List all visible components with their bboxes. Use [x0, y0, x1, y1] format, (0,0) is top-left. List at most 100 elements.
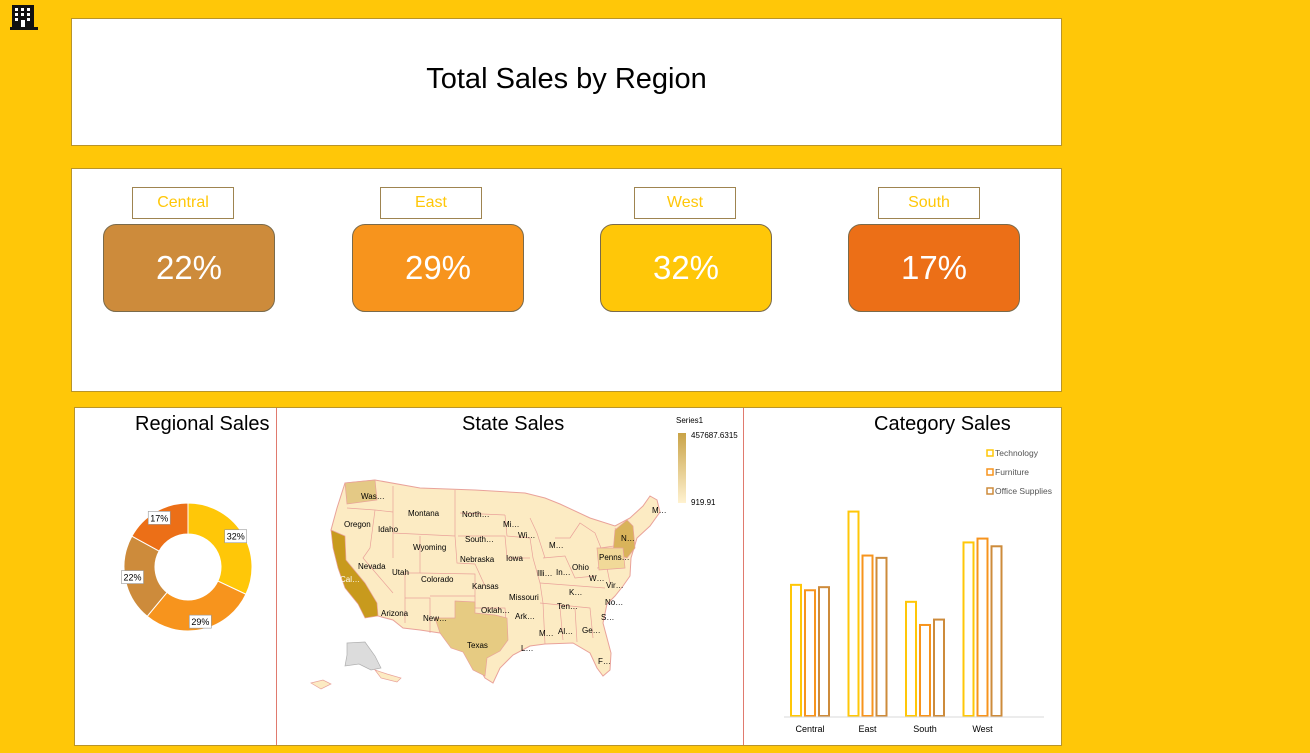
svg-text:Ge…: Ge…: [582, 626, 601, 635]
bar-central-furniture[interactable]: [804, 589, 816, 717]
svg-text:Wi…: Wi…: [518, 531, 535, 540]
map-legend-gradient: [678, 433, 686, 503]
svg-text:Nevada: Nevada: [358, 562, 386, 571]
svg-text:Oklah…: Oklah…: [481, 606, 510, 615]
svg-text:Missouri: Missouri: [509, 593, 539, 602]
svg-text:Ark…: Ark…: [515, 612, 535, 621]
regional-sales-title: Regional Sales: [135, 413, 270, 435]
svg-text:Penns…: Penns…: [599, 553, 630, 562]
donut-slice-south[interactable]: [131, 502, 189, 552]
svg-text:Mi…: Mi…: [503, 520, 519, 529]
svg-text:N…: N…: [621, 534, 635, 543]
svg-text:Texas: Texas: [467, 641, 488, 650]
bar-south-technology[interactable]: [905, 600, 917, 717]
x-tick-label: Central: [795, 724, 824, 734]
svg-text:Was…: Was…: [361, 492, 385, 501]
svg-text:Al…: Al…: [558, 627, 573, 636]
legend-swatch: [986, 449, 994, 457]
kpi-label-south: South: [878, 187, 980, 219]
svg-text:No…: No…: [605, 598, 623, 607]
x-tick-label: West: [972, 724, 993, 734]
donut-slice-west[interactable]: [187, 502, 253, 595]
svg-text:Cal…: Cal…: [340, 575, 360, 584]
state-california: [330, 529, 379, 619]
donut-label-box: [147, 511, 171, 525]
donut-label: 29%: [191, 617, 209, 627]
state-texas: [434, 600, 509, 677]
category-sales-chart[interactable]: Central East South West Technology Furniture O…: [744, 408, 1061, 745]
donut-label: 32%: [227, 532, 245, 542]
regional-sales-donut[interactable]: 32% 29% 22% 17%: [75, 448, 275, 744]
svg-text:Arizona: Arizona: [381, 609, 409, 618]
donut-label-box: [224, 529, 248, 544]
svg-text:K…: K…: [569, 588, 582, 597]
donut-label: 17%: [150, 513, 168, 523]
kpi-label-west: West: [634, 187, 736, 219]
svg-text:Nebraska: Nebraska: [460, 555, 495, 564]
svg-text:Oregon: Oregon: [344, 520, 371, 529]
svg-text:Utah: Utah: [392, 568, 409, 577]
x-tick-label: East: [858, 724, 877, 734]
kpi-card-central[interactable]: 22%: [103, 224, 275, 312]
x-tick-label: South: [913, 724, 937, 734]
bar-west-furniture[interactable]: [976, 537, 989, 717]
svg-text:L…: L…: [521, 644, 533, 653]
donut-label-box: [121, 570, 144, 584]
map-legend-title: Series1: [676, 416, 704, 425]
state-alaska: [344, 641, 382, 671]
bar-east-office-supplies[interactable]: [875, 556, 888, 717]
bar-east-furniture[interactable]: [861, 554, 874, 717]
kpi-panel: Central 22% East 29% West 32% South 17%: [71, 168, 1062, 392]
us-outline: [330, 479, 661, 684]
kpi-card-east[interactable]: 29%: [352, 224, 524, 312]
kpi-label-east: East: [380, 187, 482, 219]
bar-west-office-supplies[interactable]: [990, 545, 1003, 717]
svg-text:F…: F…: [598, 657, 611, 666]
kpi-card-south[interactable]: 17%: [848, 224, 1020, 312]
alaska-islands: [310, 669, 402, 690]
bar-west-technology[interactable]: [962, 541, 975, 717]
charts-panel: Regional Sales 32% 29% 22% 17% State Sales …: [74, 407, 1062, 746]
bar-south-furniture[interactable]: [919, 623, 931, 718]
svg-text:S…: S…: [601, 613, 614, 622]
svg-text:Kansas: Kansas: [472, 582, 499, 591]
donut-label: 22%: [123, 573, 141, 583]
svg-text:W…: W…: [589, 574, 605, 583]
svg-text:North…: North…: [462, 510, 490, 519]
svg-text:New…: New…: [423, 614, 447, 623]
bar-south-office-supplies[interactable]: [933, 618, 945, 717]
title-panel: Total Sales by Region: [71, 18, 1062, 146]
building-icon: [10, 5, 38, 30]
svg-text:Ohio: Ohio: [572, 563, 589, 572]
svg-text:M…: M…: [652, 506, 667, 515]
legend-label: Furniture: [995, 467, 1029, 477]
svg-text:Ten…: Ten…: [557, 602, 578, 611]
svg-text:Montana: Montana: [408, 509, 440, 518]
kpi-label-central: Central: [132, 187, 234, 219]
svg-text:Illi…: Illi…: [537, 569, 553, 578]
map-legend-max: 457687.6315: [691, 431, 738, 440]
kpi-card-west[interactable]: 32%: [600, 224, 772, 312]
divider-right: [743, 408, 744, 745]
svg-text:Wyoming: Wyoming: [413, 543, 446, 552]
legend-label: Office Supplies: [995, 486, 1052, 496]
state-labels: Was… Montana North… Mi… Wi… M… Oregon Id…: [340, 492, 667, 666]
category-sales-title: Category Sales: [874, 413, 1011, 435]
svg-text:M…: M…: [539, 629, 554, 638]
state-sales-map[interactable]: Series1 457687.6315 919.91: [277, 408, 743, 745]
bar-central-technology[interactable]: [790, 583, 802, 717]
donut-slice-east[interactable]: [146, 580, 247, 632]
state-washington: [344, 479, 378, 505]
page-title: Total Sales by Region: [426, 63, 707, 95]
svg-text:M…: M…: [549, 541, 564, 550]
state-sales-title: State Sales: [462, 413, 565, 435]
map-legend-min: 919.91: [691, 498, 716, 507]
svg-text:South…: South…: [465, 535, 494, 544]
bar-central-office-supplies[interactable]: [818, 586, 830, 717]
bar-east-technology[interactable]: [847, 510, 860, 717]
state-borders: [346, 486, 636, 645]
svg-text:Idaho: Idaho: [378, 525, 399, 534]
svg-text:Vir…: Vir…: [606, 581, 624, 590]
state-pennsylvania: [596, 547, 626, 571]
svg-text:In…: In…: [556, 568, 571, 577]
